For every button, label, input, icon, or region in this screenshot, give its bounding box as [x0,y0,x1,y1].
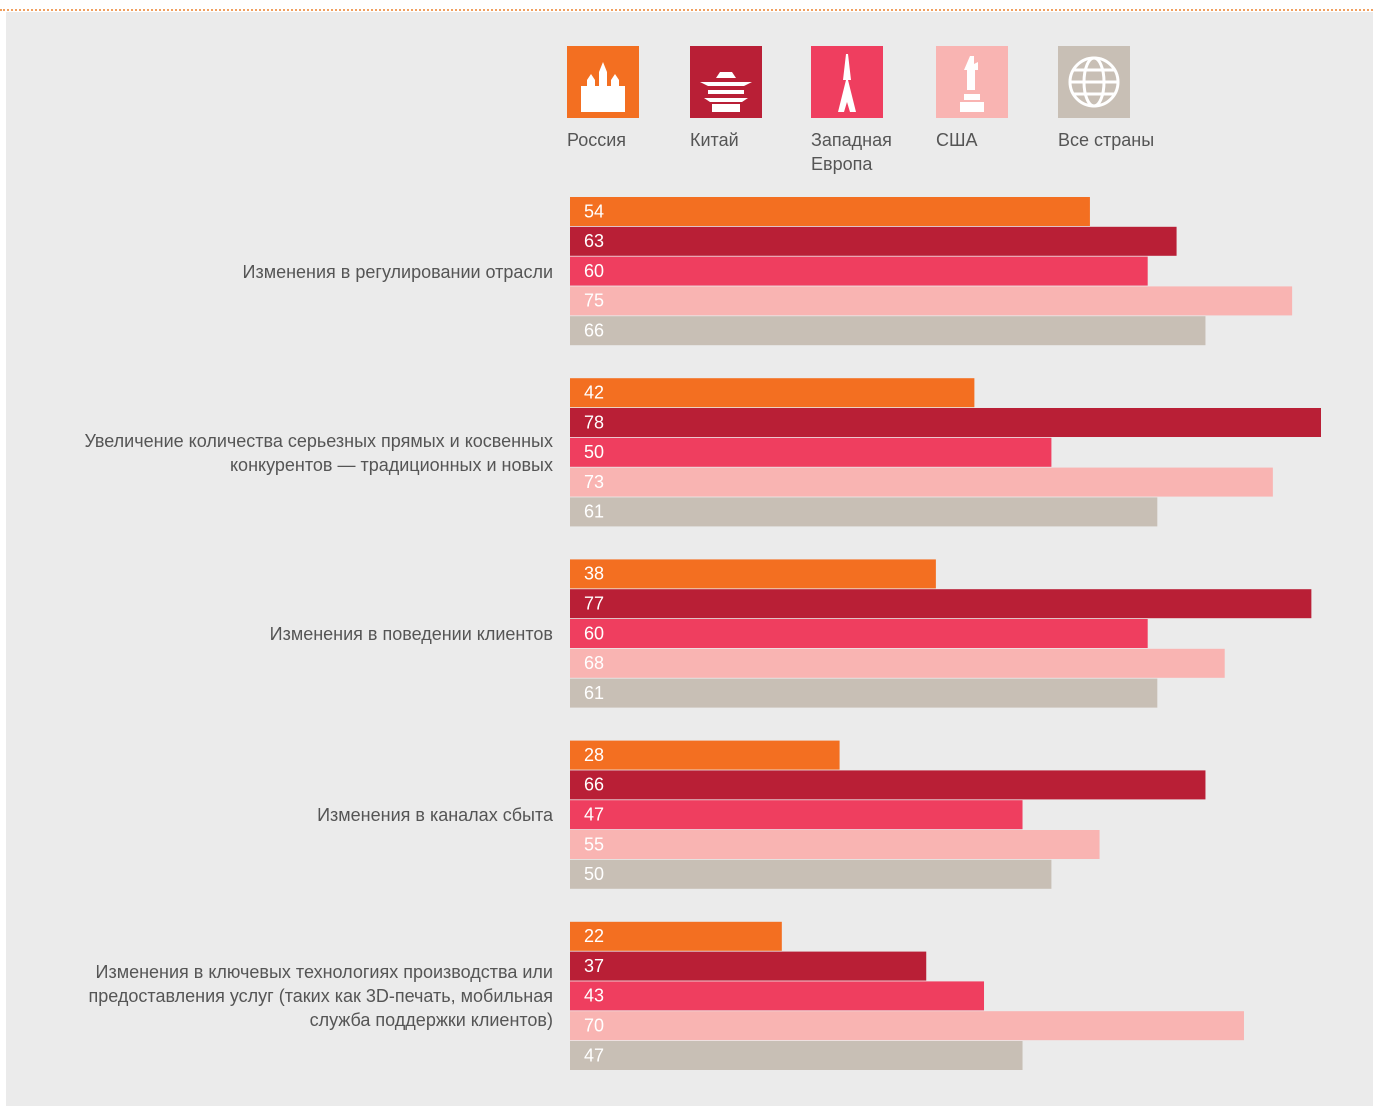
bar [570,497,1158,527]
icon-russia [567,46,639,118]
value-label: 22 [584,926,604,946]
value-label: 38 [584,564,604,584]
bar [570,378,975,408]
top-border [0,9,1373,11]
bar [570,197,1090,226]
value-label: 60 [584,261,604,281]
value-label: 50 [584,864,604,884]
value-label: 37 [584,956,604,976]
legend-label: Все страны [1058,130,1155,150]
bar [570,226,1177,256]
value-label: 47 [584,1045,604,1065]
bar [570,648,1225,678]
value-label: 68 [584,653,604,673]
value-label: 77 [584,593,604,613]
legend-label: США [936,130,978,150]
icon-shape [838,54,856,112]
bar [570,740,840,770]
value-label: 75 [584,291,604,311]
icon-shape [960,56,984,112]
legend-icons [567,46,1130,118]
value-label: 55 [584,834,604,854]
bar [570,619,1148,648]
value-label: 66 [584,775,604,795]
icon-china [690,46,762,118]
category-label: Изменения в поведении клиентов [269,623,553,644]
icon-shape [1068,56,1120,108]
bar [570,467,1273,497]
bar [570,800,1023,830]
value-label: 66 [584,320,604,340]
icon-europe [811,46,883,118]
bar [570,408,1321,437]
bar [570,256,1148,286]
bar [570,770,1206,800]
bar [570,1041,1023,1070]
value-label: 54 [584,201,604,221]
icon-shape [700,72,752,112]
value-label: 63 [584,231,604,251]
bar [570,437,1052,467]
bar [570,559,936,589]
category-label: Изменения в регулировании отрасли [242,261,553,282]
bar [570,286,1293,316]
bar [570,678,1158,708]
icon-world [1058,46,1130,118]
value-label: 73 [584,472,604,492]
icon-shape [581,62,625,112]
value-label: 43 [584,986,604,1006]
bar [570,589,1312,619]
bar [570,830,1100,859]
category-label: Изменения в ключевых технологиях произво… [88,962,553,1031]
value-label: 28 [584,745,604,765]
bar [570,316,1206,346]
value-label: 61 [584,502,604,522]
bar [570,1011,1244,1041]
legend-label: Китай [690,130,739,150]
legend-label: Западная Европа [811,130,892,174]
bar [570,859,1052,889]
value-label: 50 [584,442,604,462]
category-label: Изменения в каналах сбыта [317,805,553,826]
icon-usa [936,46,1008,118]
value-label: 61 [584,683,604,703]
value-label: 70 [584,1015,604,1035]
bar [570,951,927,981]
bar [570,921,782,951]
value-label: 60 [584,623,604,643]
value-label: 47 [584,804,604,824]
legend-label: Россия [567,130,627,150]
category-label: Увеличение количества серьезных прямых и… [84,430,553,475]
value-label: 42 [584,382,604,402]
bar [570,981,985,1011]
value-label: 78 [584,412,604,432]
